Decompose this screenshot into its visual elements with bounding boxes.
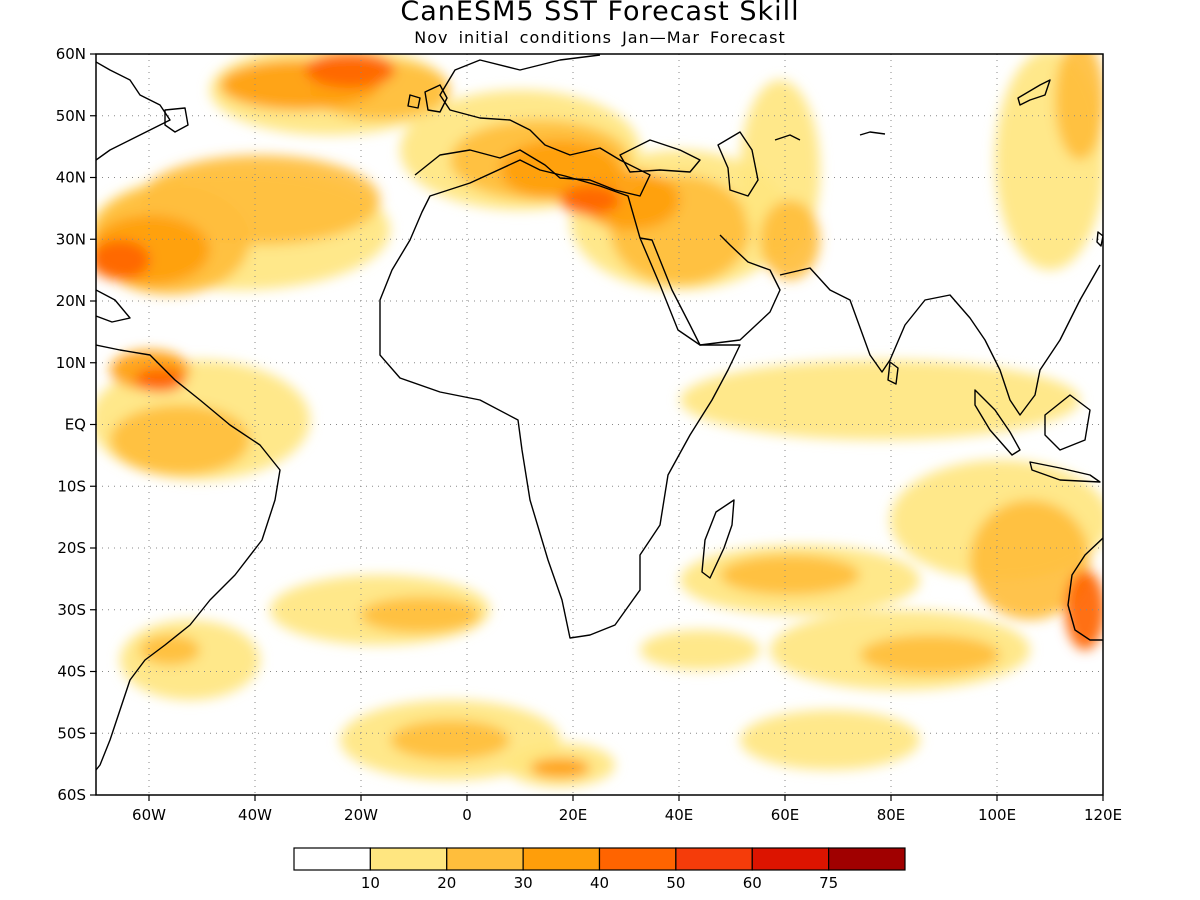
caspian-coastline xyxy=(717,131,759,197)
lon-tick-label: 100E xyxy=(978,806,1016,824)
lat-tick-label: 30S xyxy=(57,601,86,619)
lat-tick-label: 20N xyxy=(56,292,86,310)
lat-tick-label: 20S xyxy=(57,539,86,557)
colorbar-swatch xyxy=(522,847,601,871)
europe-coastline xyxy=(414,54,651,197)
lon-tick-label: 120E xyxy=(1084,806,1122,824)
borneo-coastline xyxy=(1044,394,1091,451)
latitude-labels: 60N 50N 40N 30N 20N 10N EQ 10S 20S 30S 40S 50S 60S xyxy=(56,45,86,804)
colorbar xyxy=(293,847,906,871)
south-america-coastline xyxy=(96,344,281,771)
lon-tick-label: 40W xyxy=(238,806,272,824)
lat-tick-label: 10N xyxy=(56,354,86,372)
lon-tick-label: 60W xyxy=(132,806,166,824)
lat-tick-label: EQ xyxy=(65,416,86,434)
colorbar-label: 75 xyxy=(819,874,838,892)
lon-tick-label: 20E xyxy=(559,806,588,824)
lat-tick-label: 50N xyxy=(56,107,86,125)
colorbar-label: 50 xyxy=(666,874,685,892)
lat-tick-label: 40N xyxy=(56,169,86,187)
lon-tick-label: 0 xyxy=(462,806,472,824)
colorbar-label: 20 xyxy=(437,874,456,892)
lon-tick-label: 60E xyxy=(771,806,800,824)
sri-lanka-coastline xyxy=(887,361,899,385)
colorbar-label: 60 xyxy=(743,874,762,892)
lon-tick-label: 80E xyxy=(877,806,906,824)
colorbar-swatch xyxy=(446,847,524,871)
skill-field xyxy=(96,54,1103,787)
arabia-coastline xyxy=(639,234,781,346)
colorbar-swatch xyxy=(751,847,830,871)
colorbar-swatch xyxy=(828,847,906,871)
tick-marks xyxy=(90,53,1104,801)
black-sea-coastline xyxy=(619,139,701,173)
colorbar-label: 40 xyxy=(590,874,609,892)
lat-tick-label: 60N xyxy=(56,45,86,63)
lat-tick-label: 40S xyxy=(57,663,86,681)
colorbar-labels: 10 20 30 40 50 60 75 xyxy=(361,874,838,892)
newfoundland-coastline xyxy=(164,107,189,133)
greenland-edge xyxy=(96,289,131,323)
chart-subtitle: Nov initial conditions Jan—Mar Forecast xyxy=(414,28,786,47)
colorbar-label: 10 xyxy=(361,874,380,892)
lat-tick-label: 30N xyxy=(56,230,86,248)
madagascar-coastline xyxy=(701,499,735,579)
lon-tick-label: 20W xyxy=(344,806,378,824)
asia-coastline xyxy=(779,264,1101,416)
colorbar-swatch xyxy=(293,847,371,871)
sumatra-coastline xyxy=(974,389,1021,456)
australia-coastline xyxy=(1067,537,1103,641)
java-coastline xyxy=(1029,461,1101,483)
japan-coastline xyxy=(1017,79,1051,106)
colorbar-label: 30 xyxy=(514,874,533,892)
colorbar-swatch xyxy=(675,847,753,871)
chart-title: CanESM5 SST Forecast Skill xyxy=(400,0,800,27)
kuril-islands xyxy=(774,131,886,141)
longitude-labels: 60W 40W 20W 0 20E 40E 60E 80E 100E 120E xyxy=(132,806,1122,824)
lat-tick-label: 50S xyxy=(57,724,86,742)
colorbar-swatch xyxy=(369,847,448,871)
africa-coastline xyxy=(379,159,741,639)
north-america-coastline xyxy=(96,61,171,161)
british-isles-coastline xyxy=(407,84,448,113)
lon-tick-label: 40E xyxy=(665,806,694,824)
colorbar-swatch xyxy=(598,847,677,871)
lat-tick-label: 10S xyxy=(57,477,86,495)
lat-tick-label: 60S xyxy=(57,786,86,804)
coastlines xyxy=(96,54,1103,771)
taiwan-coastline xyxy=(1096,231,1103,247)
